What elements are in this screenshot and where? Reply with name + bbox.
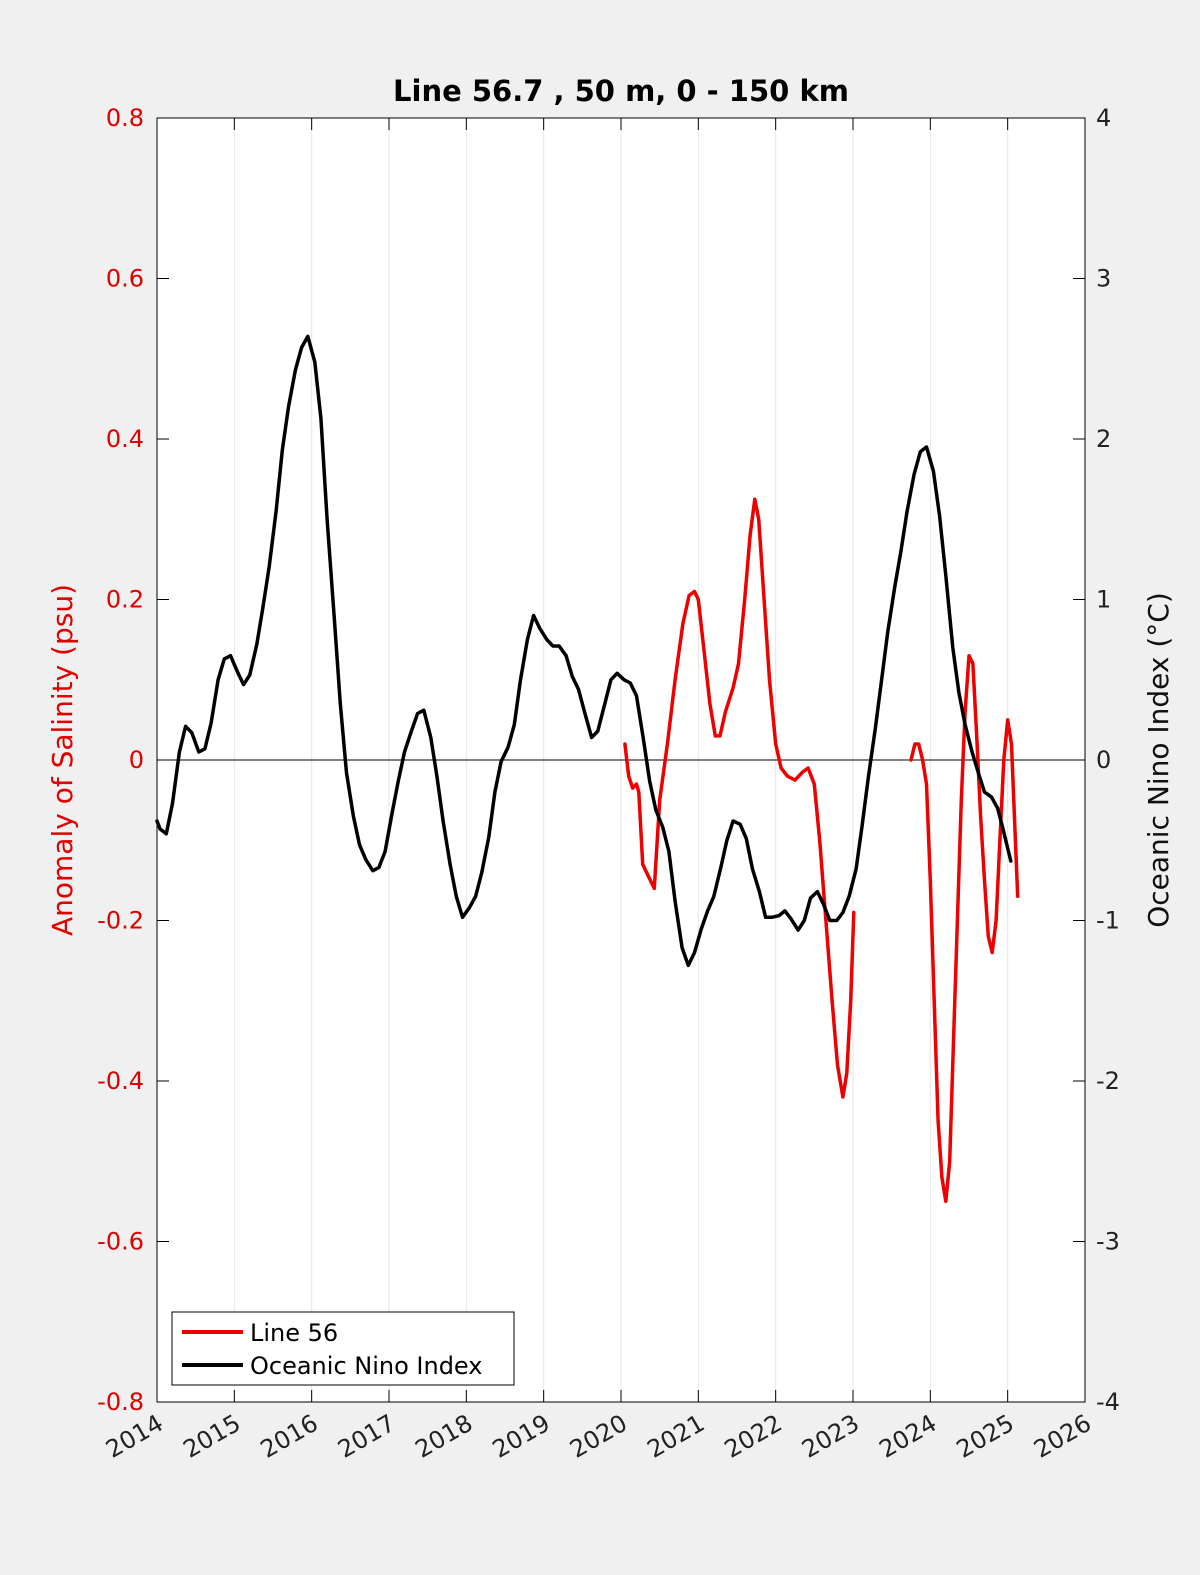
y-left-tick-label: 0.4 xyxy=(106,425,144,453)
oni-series-0 xyxy=(155,334,1013,968)
y-left-tick-label: -0.2 xyxy=(97,907,144,935)
x-tick-label: 2026 xyxy=(1029,1409,1096,1464)
y-right-tick-label: -2 xyxy=(1096,1067,1120,1095)
y-left-tick-label: 0.2 xyxy=(106,586,144,614)
legend-label-oni: Oceanic Nino Index xyxy=(250,1352,482,1380)
x-tick-labels: 2014 2015 2016 2017 2018 2019 2020 2021 2022 2023… xyxy=(101,1409,1096,1464)
left-tick-labels: -0.8 -0.6 -0.4 -0.2 0 0.2 0.4 0.6 0.8 xyxy=(97,104,144,1416)
y-right-tick-label: 1 xyxy=(1096,586,1111,614)
x-tick-label: 2020 xyxy=(565,1409,632,1464)
legend-label-line56: Line 56 xyxy=(250,1319,338,1347)
y-left-tick-label: -0.4 xyxy=(97,1067,144,1095)
y-right-tick-label: -3 xyxy=(1096,1228,1120,1256)
line56-series-0 xyxy=(623,497,856,1099)
y-right-tick-label: 3 xyxy=(1096,265,1111,293)
x-tick-label: 2018 xyxy=(410,1409,477,1464)
y-right-tick-label: 2 xyxy=(1096,425,1111,453)
x-tick-label: 2017 xyxy=(333,1409,400,1464)
y-right-axis-title: Oceanic Nino Index (°C) xyxy=(1142,592,1175,928)
chart-title: Line 56.7 , 50 m, 0 - 150 km xyxy=(393,74,849,108)
y-left-tick-label: 0.6 xyxy=(106,265,144,293)
y-left-tick-label: -0.8 xyxy=(97,1388,144,1416)
y-right-tick-label: 4 xyxy=(1096,104,1111,132)
x-tick-label: 2014 xyxy=(101,1409,168,1464)
line56-series-1 xyxy=(909,653,1020,1204)
right-tick-labels: -4 -3 -2 -1 0 1 2 3 4 xyxy=(1096,104,1120,1416)
x-tick-label: 2022 xyxy=(720,1409,787,1464)
series-layer xyxy=(155,334,1020,1204)
x-tick-label: 2015 xyxy=(178,1409,245,1464)
y-left-tick-label: 0.8 xyxy=(106,104,144,132)
y-left-axis-title: Anomaly of Salinity (psu) xyxy=(46,584,79,936)
y-right-tick-label: -1 xyxy=(1096,907,1120,935)
x-tick-label: 2016 xyxy=(256,1409,323,1464)
y-right-tick-label: 0 xyxy=(1096,746,1111,774)
y-right-tick-label: -4 xyxy=(1096,1388,1120,1416)
x-tick-label: 2024 xyxy=(874,1409,941,1464)
x-tick-label: 2025 xyxy=(952,1409,1019,1464)
x-tick-label: 2021 xyxy=(642,1409,709,1464)
ticks xyxy=(156,117,1086,1403)
legend: Line 56 Oceanic Nino Index xyxy=(171,1311,515,1386)
x-tick-label: 2019 xyxy=(488,1409,555,1464)
legend-box xyxy=(171,1311,515,1386)
y-left-tick-label: 0 xyxy=(129,746,144,774)
y-left-tick-label: -0.6 xyxy=(97,1228,144,1256)
x-tick-label: 2023 xyxy=(797,1409,864,1464)
